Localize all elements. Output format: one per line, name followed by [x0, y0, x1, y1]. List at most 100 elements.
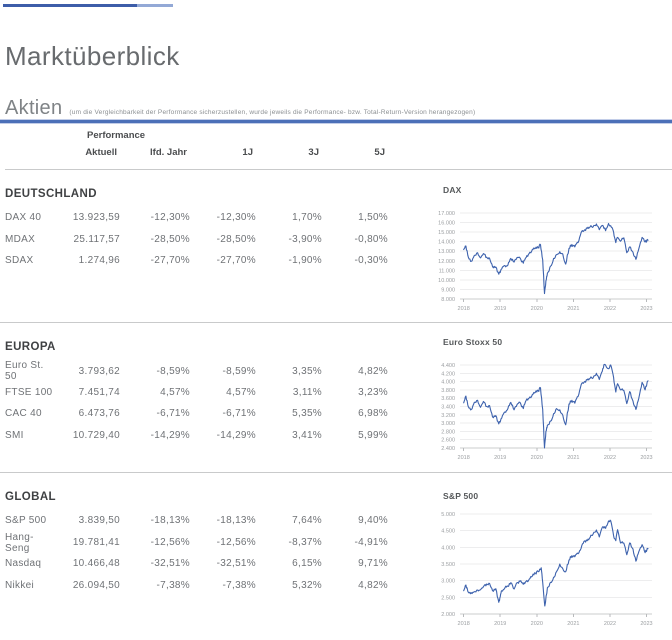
index-row: FTSE 100 7.451,74 4,57% 4,57% 3,11% 3,23…	[5, 382, 432, 404]
value-3j: 5,35%	[292, 408, 322, 420]
svg-text:8.000: 8.000	[441, 297, 455, 303]
value-5j: -0,30%	[354, 255, 388, 267]
index-chart: Euro Stoxx 50 4.400 4.200 4.000 3.800 3.600 3…	[432, 323, 672, 464]
index-row: MDAX 25.117,57 -28,50% -28,50% -3,90% -0…	[5, 229, 432, 251]
index-row: Nikkei 26.094,50 -7,38% -7,38% 5,32% 4,8…	[5, 575, 432, 597]
svg-text:3.200: 3.200	[441, 413, 455, 419]
svg-text:2020: 2020	[531, 455, 543, 461]
value-3j: -3,90%	[288, 233, 322, 245]
value-3j: 7,64%	[292, 515, 322, 527]
performance-group-label: Performance	[87, 130, 146, 141]
svg-text:2020: 2020	[531, 306, 543, 312]
svg-text:3.000: 3.000	[441, 579, 455, 585]
svg-text:11.000: 11.000	[439, 268, 455, 274]
blue-divider	[0, 120, 672, 123]
svg-text:12.000: 12.000	[438, 259, 455, 265]
index-label: DAX 40	[5, 212, 42, 224]
value-5j: 6,98%	[358, 408, 388, 420]
aktien-subheader: Aktien (um die Vergleichbarkeit der Perf…	[5, 98, 672, 118]
market-sections: DEUTSCHLAND DAX 40 13.923,59 -12,30% -12…	[0, 170, 672, 640]
svg-text:3.500: 3.500	[441, 562, 455, 568]
svg-text:2022: 2022	[604, 455, 616, 461]
svg-text:2019: 2019	[494, 621, 506, 627]
index-label: SDAX	[5, 255, 34, 267]
value-5j: 4,82%	[358, 365, 388, 377]
top-accent-line	[3, 4, 173, 7]
svg-text:3.800: 3.800	[441, 388, 455, 394]
value-5j: 9,40%	[358, 515, 388, 527]
value-lfd-jahr: -18,13%	[150, 515, 190, 527]
svg-text:4.000: 4.000	[441, 380, 455, 386]
value-3j: 6,15%	[292, 558, 322, 570]
section-table: DEUTSCHLAND DAX 40 13.923,59 -12,30% -12…	[0, 170, 432, 322]
value-lfd-jahr: -14,29%	[150, 429, 190, 441]
value-3j: 3,11%	[292, 386, 322, 398]
value-5j: 1,50%	[358, 212, 388, 224]
value-1j: -27,70%	[216, 255, 256, 267]
region-title: DEUTSCHLAND	[5, 188, 97, 200]
col-header-index	[5, 147, 58, 159]
value-aktuell: 25.117,57	[73, 233, 120, 245]
svg-text:17.000: 17.000	[438, 211, 455, 217]
chart-title: Euro Stoxx 50	[443, 337, 503, 347]
index-label: FTSE 100	[5, 386, 53, 398]
index-row: Euro St. 50 3.793,62 -8,59% -8,59% 3,35%…	[5, 360, 432, 382]
market-section: DEUTSCHLAND DAX 40 13.923,59 -12,30% -12…	[0, 170, 672, 322]
value-5j: 4,82%	[358, 579, 388, 591]
section-title-aktien: Aktien	[5, 97, 63, 119]
value-lfd-jahr: -27,70%	[150, 255, 190, 267]
value-aktuell: 6.473,76	[78, 408, 120, 420]
index-row: Hang-Seng 19.781,41 -12,56% -12,56% -8,3…	[5, 532, 432, 554]
value-5j: -4,91%	[354, 537, 388, 548]
value-3j: -1,90%	[288, 255, 322, 267]
col-header-5j: 5J	[374, 147, 385, 158]
index-rows: S&P 500 3.839,50 -18,13% -18,13% 7,64% 9…	[5, 510, 432, 596]
value-1j: -28,50%	[216, 233, 256, 245]
svg-text:3.400: 3.400	[441, 405, 455, 411]
index-label: Euro St. 50	[5, 360, 44, 382]
section-table: GLOBAL S&P 500 3.839,50 -18,13% -18,13% …	[0, 473, 432, 640]
svg-text:16.000: 16.000	[438, 221, 455, 227]
col-header-aktuell: Aktuell	[85, 147, 117, 158]
value-aktuell: 10.729,40	[72, 429, 120, 441]
top-accent-line-dark-segment	[3, 4, 137, 7]
value-1j: -14,29%	[216, 429, 256, 441]
svg-text:2023: 2023	[640, 455, 652, 461]
svg-text:13.000: 13.000	[438, 249, 455, 255]
region-title: EUROPA	[5, 341, 56, 353]
svg-text:2023: 2023	[640, 621, 652, 627]
index-row: SMI 10.729,40 -14,29% -14,29% 3,41% 5,99…	[5, 425, 432, 447]
value-1j: -12,56%	[216, 537, 256, 548]
region-title: GLOBAL	[5, 491, 56, 503]
market-section: EUROPA Euro St. 50 3.793,62 -8,59% -8,59…	[0, 322, 672, 472]
value-aktuell: 1.274,96	[78, 255, 120, 267]
chart-title: S&P 500	[443, 491, 479, 501]
index-label: CAC 40	[5, 408, 42, 420]
value-lfd-jahr: -32,51%	[150, 558, 190, 570]
section-note: (um die Vergleichbarkeit der Performance…	[69, 109, 476, 116]
svg-text:2019: 2019	[494, 306, 506, 312]
value-lfd-jahr: -12,30%	[150, 212, 190, 224]
section-chart-area: Euro Stoxx 50 4.400 4.200 4.000 3.800 3.600 3…	[432, 323, 672, 472]
index-rows: Euro St. 50 3.793,62 -8,59% -8,59% 3,35%…	[5, 360, 432, 446]
svg-text:2022: 2022	[604, 621, 616, 627]
index-row: Nasdaq 10.466,48 -32,51% -32,51% 6,15% 9…	[5, 553, 432, 575]
svg-text:4.400: 4.400	[441, 363, 455, 369]
value-3j: 3,41%	[292, 429, 322, 441]
svg-text:4.200: 4.200	[441, 371, 455, 377]
svg-text:9.000: 9.000	[441, 287, 455, 293]
value-aktuell: 3.793,62	[78, 365, 120, 377]
index-chart: S&P 500 5.000 4.500 4.000 3.500 3.000 2.500 2.…	[432, 473, 672, 630]
value-3j: -8,37%	[288, 537, 322, 548]
svg-text:2.500: 2.500	[441, 595, 455, 601]
value-aktuell: 19.781,41	[72, 537, 120, 548]
section-chart-area: DAX 17.000 16.000 15.000 14.000 13.000 12.000…	[432, 170, 672, 322]
value-3j: 1,70%	[292, 212, 322, 224]
value-aktuell: 3.839,50	[78, 515, 120, 527]
index-label: Nasdaq	[5, 558, 42, 570]
value-1j: -32,51%	[216, 558, 256, 570]
index-row: SDAX 1.274,96 -27,70% -27,70% -1,90% -0,…	[5, 250, 432, 272]
value-1j: 4,57%	[226, 386, 256, 398]
top-accent-line-light-segment	[137, 4, 173, 7]
